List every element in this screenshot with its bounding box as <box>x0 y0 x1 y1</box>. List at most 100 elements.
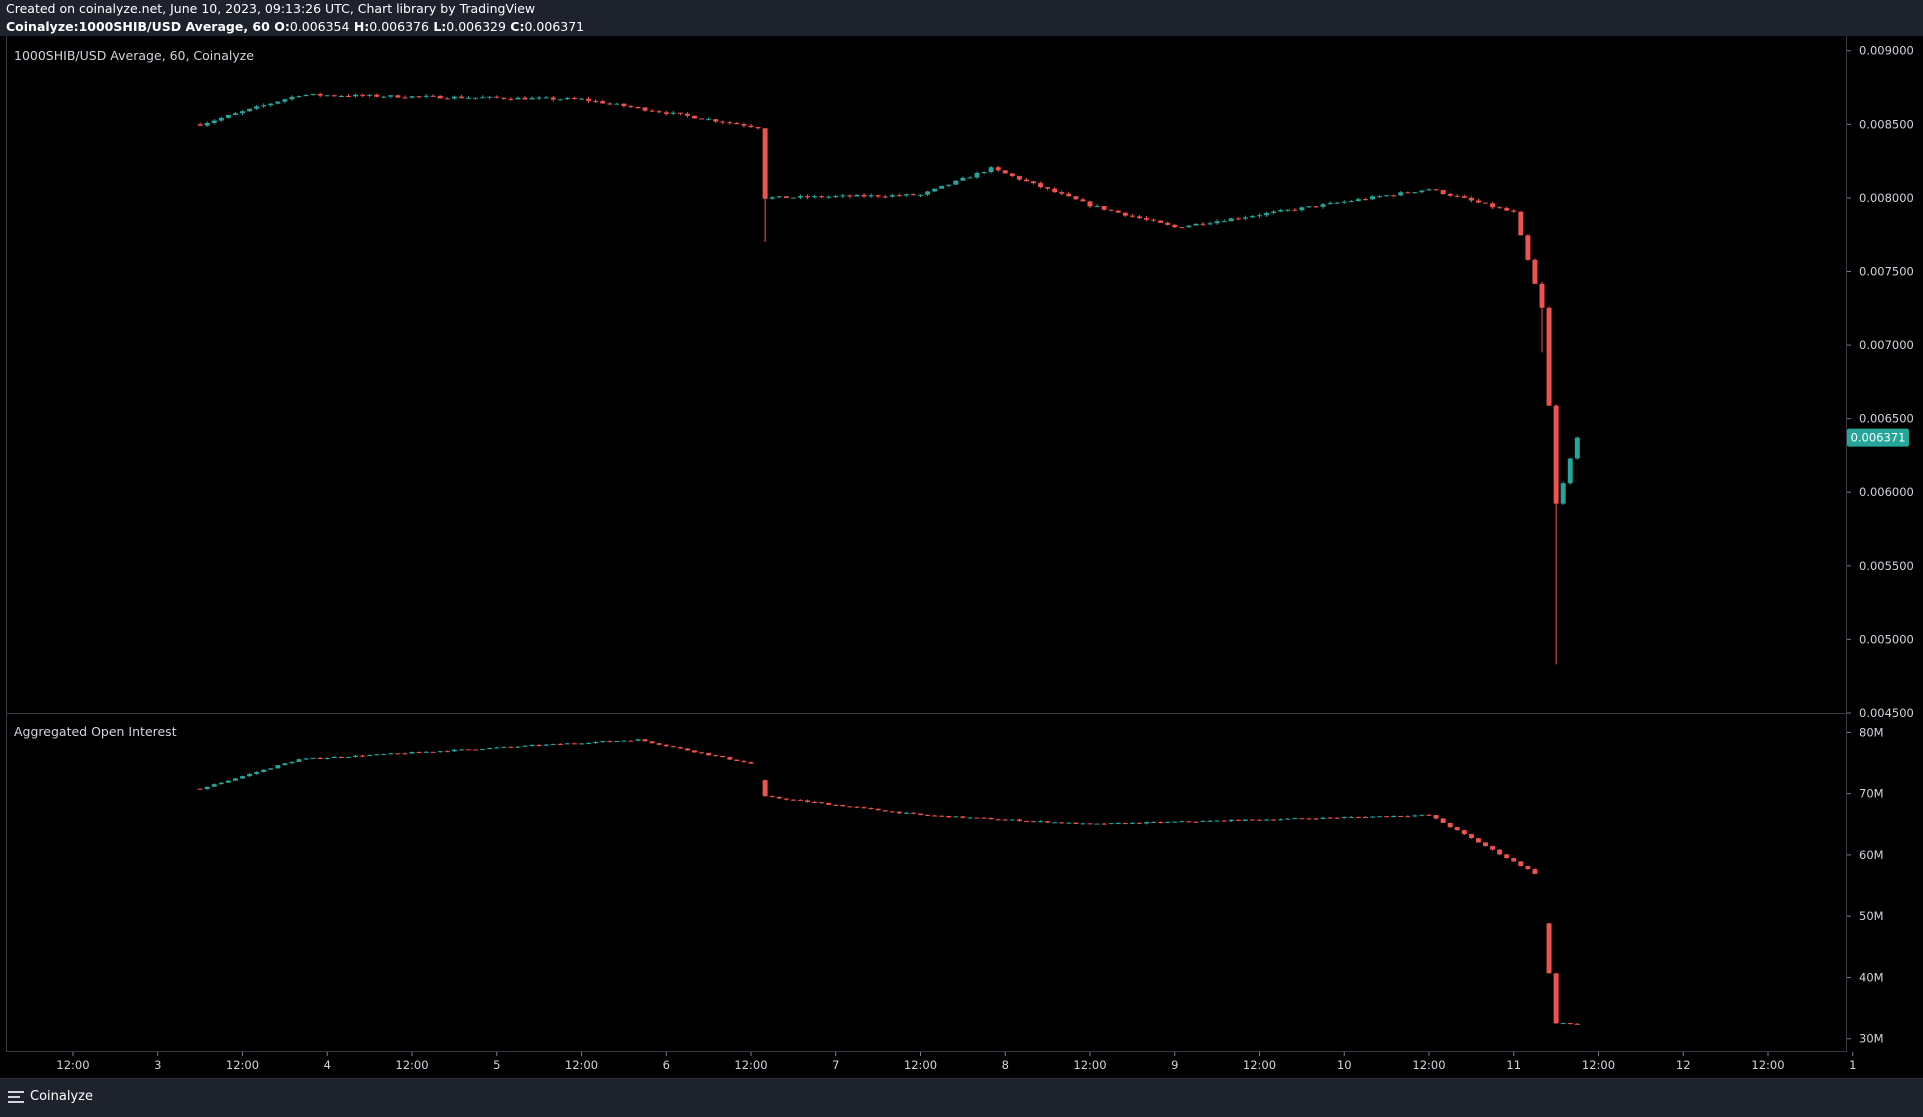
candle-body <box>826 196 832 198</box>
candle-body <box>564 743 570 745</box>
candle-body <box>1306 818 1312 820</box>
candle-body <box>1108 209 1114 211</box>
candle-body <box>1412 192 1418 194</box>
candle-body <box>543 97 549 99</box>
candle-body <box>1525 235 1531 260</box>
candle-body <box>593 741 599 744</box>
candle-body <box>473 97 479 99</box>
candle-body <box>360 755 366 757</box>
candle-body <box>1483 202 1488 204</box>
candle-body <box>1391 815 1397 817</box>
candle-body <box>896 811 902 814</box>
candle-body <box>1023 179 1029 182</box>
candle-body <box>1186 225 1192 228</box>
candle-body <box>466 97 471 99</box>
y-tick-label: 0.008000 <box>1859 191 1914 205</box>
candle-body <box>953 180 959 185</box>
menu-lines-icon <box>8 1090 24 1103</box>
candle-body <box>197 124 203 126</box>
candle-body <box>1059 192 1065 194</box>
oi-scale[interactable]: 80M 70M 60M 50M 40M 30M <box>1847 725 1884 1046</box>
candle-body <box>367 94 373 96</box>
candle-body <box>600 101 606 104</box>
candle-body <box>338 95 344 97</box>
candle-body <box>797 196 803 198</box>
candle-body <box>1165 222 1171 225</box>
candle-body <box>797 799 803 801</box>
candle-body <box>374 754 380 756</box>
candle-body <box>1136 822 1142 824</box>
candle-body <box>204 122 210 126</box>
x-tick-label: 12:00 <box>565 1058 598 1072</box>
candle-body <box>826 803 832 805</box>
candle-body <box>833 804 839 806</box>
candle-body <box>1031 181 1036 184</box>
candle-body <box>247 773 253 777</box>
candle-body <box>1031 821 1036 823</box>
candle-body <box>805 196 810 198</box>
candle-body <box>995 167 1001 171</box>
candle-body <box>579 743 584 745</box>
price-scale[interactable]: 0.009000 0.008500 0.008000 0.007500 0.007000… <box>1847 44 1914 720</box>
y-tick-label: 40M <box>1859 970 1884 984</box>
candle-body <box>1532 869 1538 874</box>
candle-body <box>741 761 747 763</box>
candle-body <box>367 755 373 757</box>
candle-body <box>861 807 867 809</box>
candle-body <box>621 740 627 742</box>
candle-body <box>437 95 443 99</box>
candle-body <box>706 752 712 756</box>
candle-body <box>331 95 337 97</box>
candle-body <box>232 113 238 116</box>
x-tick-label: 10 <box>1337 1058 1352 1072</box>
candle-body <box>819 196 825 198</box>
candle-body <box>1214 820 1220 822</box>
candle-body <box>1009 173 1015 177</box>
candle-body <box>1122 212 1128 216</box>
x-tick-label: 11 <box>1506 1058 1521 1072</box>
candle-body <box>1518 861 1524 867</box>
candle-body <box>1165 821 1171 823</box>
candle-body <box>988 167 994 173</box>
candle-body <box>296 96 302 98</box>
candle-body <box>268 768 274 770</box>
candle-body <box>1490 203 1496 208</box>
candle-body <box>303 758 309 760</box>
candle-body <box>1419 190 1425 193</box>
x-tick-label: 12:00 <box>734 1058 767 1072</box>
candle-body <box>1059 822 1065 824</box>
candle-body <box>1497 849 1503 855</box>
candle-body <box>1391 195 1397 197</box>
x-tick-label: 4 <box>324 1058 331 1072</box>
candle-body <box>1271 211 1277 214</box>
candle-body <box>918 813 923 815</box>
candle-body <box>522 745 528 747</box>
candle-body <box>953 816 959 818</box>
candle-body <box>1518 211 1524 236</box>
candle-body <box>1038 821 1044 823</box>
candle-body <box>423 95 429 97</box>
candle-body <box>1546 307 1552 406</box>
chart-area[interactable]: 0.009000 0.008500 0.008000 0.007500 0.007000… <box>0 0 1923 1078</box>
candle-body <box>536 97 542 99</box>
candle-body <box>564 98 570 100</box>
candle-body <box>1419 814 1425 816</box>
candle-body <box>557 743 563 745</box>
brand-link[interactable]: Coinalyze <box>8 1089 93 1104</box>
candle-body <box>1221 820 1227 822</box>
candle-body <box>225 115 231 118</box>
candle-body <box>910 812 916 814</box>
time-scale[interactable]: 12:00 3 12:00 4 12:00 5 12:00 6 12:00 7 12:00 8 12:0… <box>56 1052 1856 1072</box>
candle-body <box>494 96 500 98</box>
candle-body <box>1511 858 1517 862</box>
candle-body <box>706 119 712 121</box>
candle-body <box>677 112 683 114</box>
candle-body <box>762 128 768 199</box>
candle-body <box>1285 818 1291 820</box>
candle-body <box>932 815 938 817</box>
candle-body <box>720 121 726 123</box>
candle-body <box>353 755 358 758</box>
created-info: Created on coinalyze.net, June 10, 2023,… <box>6 1 536 16</box>
candle-body <box>1045 821 1051 823</box>
candle-body <box>1278 210 1284 212</box>
